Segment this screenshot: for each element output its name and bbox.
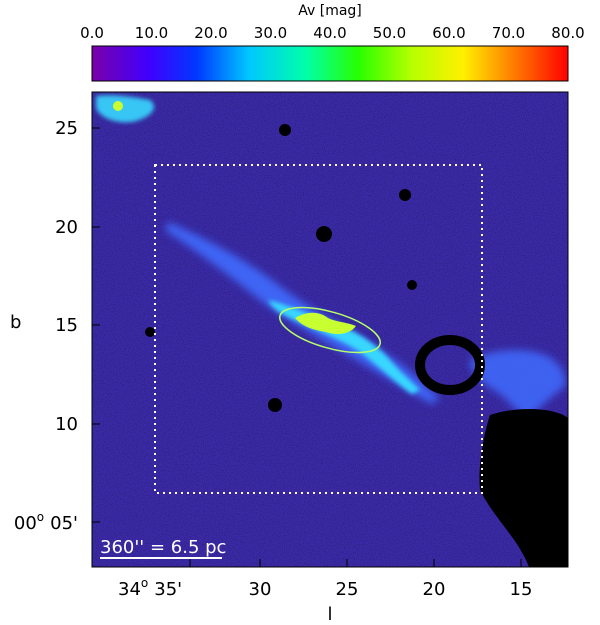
northeast-clump-core (113, 101, 123, 111)
filament-emission (96, 95, 566, 420)
northeast-clump (96, 95, 154, 123)
masked-spot-1 (316, 226, 332, 242)
colorbar-tick-label: 10.0 (135, 24, 168, 42)
y-axis-ticks: 25 20 15 10 00o 05' (14, 118, 100, 534)
x-tick-label: 15 (510, 579, 533, 600)
x-axis-ticks: 34o 35' 30 25 20 15 (118, 559, 532, 600)
colorbar-title: Av [mag] (298, 3, 362, 19)
scale-bar-label: 360'' = 6.5 pc (100, 537, 226, 558)
x-tick-label: 25 (336, 579, 359, 600)
map-frame (91, 91, 569, 568)
masked-region-east (479, 408, 568, 567)
y-tick-degree-value: 00 (14, 513, 37, 534)
core-ellipse (279, 306, 381, 354)
colorbar-tick-label: 60.0 (432, 24, 465, 42)
masked-spot-3 (145, 327, 155, 337)
filament-peak (295, 312, 356, 334)
colorbar-tick-label: 80.0 (551, 24, 584, 42)
y-tick-label: 25 (55, 118, 78, 139)
colorbar-tick-labels: 0.0 10.0 20.0 30.0 40.0 50.0 60.0 70.0 80.0 (80, 24, 585, 54)
x-axis-label: l (327, 604, 332, 625)
colorbar-tick-label: 20.0 (194, 24, 227, 42)
masked-spot-6 (407, 280, 417, 290)
masked-spot-5 (279, 124, 291, 136)
x-tick-arcmin: 35' (154, 579, 182, 600)
x-tick-label: 30 (249, 579, 272, 600)
y-tick-label: 20 (55, 217, 78, 238)
x-tick-degree-symbol: o (141, 576, 148, 590)
filament-east-clumps (470, 350, 566, 420)
masked-regions (145, 124, 568, 567)
x-tick-value: 20 (423, 579, 446, 600)
colorbar-tick-label: 50.0 (373, 24, 406, 42)
x-tick-value: 34 (118, 579, 141, 600)
colorbar-tick-label: 30.0 (254, 24, 287, 42)
colorbar-gradient (91, 45, 569, 82)
masked-spot-4 (399, 189, 411, 201)
x-tick-value: 25 (336, 579, 359, 600)
x-tick-label: 34o 35' (118, 576, 182, 600)
colorbar-tick-label: 40.0 (313, 24, 346, 42)
x-tick-value: 15 (510, 579, 533, 600)
x-tick-label: 20 (423, 579, 446, 600)
survey-region-box (154, 164, 483, 494)
colorbar-tick-label: 0.0 (80, 24, 104, 42)
x-tick-value: 30 (249, 579, 272, 600)
masked-spot-2 (268, 398, 282, 412)
y-axis-label: b (10, 312, 21, 333)
y-tick-label: 15 (55, 315, 78, 336)
masked-ring (415, 335, 485, 395)
y-tick-label-degrees: 00o 05' (14, 510, 78, 534)
colorbar-tick-label: 70.0 (492, 24, 525, 42)
y-tick-label: 10 (55, 414, 78, 435)
y-tick-degree-symbol: o (37, 510, 44, 524)
colorbar: Av [mag] 0.0 10.0 20.0 30.0 40.0 50.0 60.0 70.0… (80, 3, 585, 82)
y-tick-arcmin: 05' (50, 513, 78, 534)
extinction-map: 360'' = 6.5 pc (92, 92, 568, 567)
